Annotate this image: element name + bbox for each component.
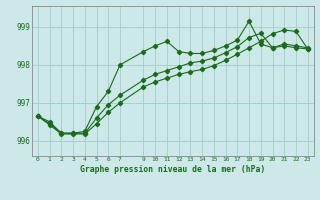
X-axis label: Graphe pression niveau de la mer (hPa): Graphe pression niveau de la mer (hPa): [80, 165, 265, 174]
